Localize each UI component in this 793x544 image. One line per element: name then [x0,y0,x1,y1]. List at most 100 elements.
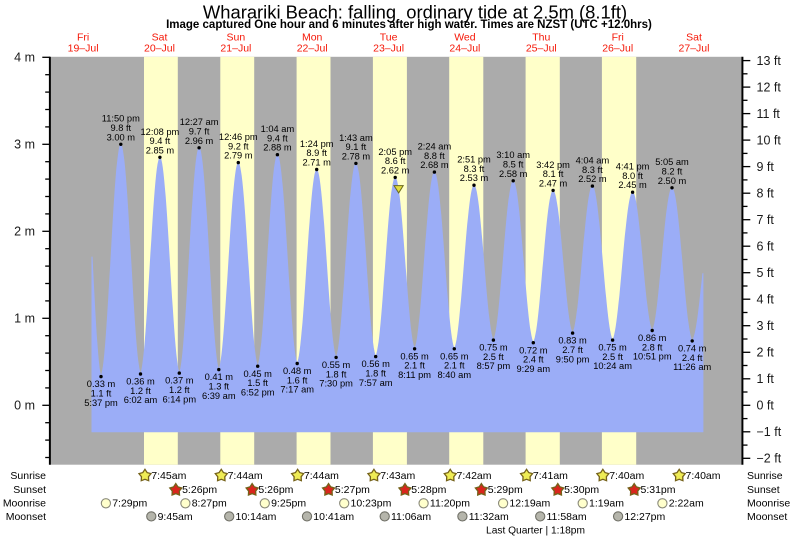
svg-text:Sunset: Sunset [13,484,46,496]
svg-text:10 ft: 10 ft [757,133,782,147]
svg-text:8 ft: 8 ft [757,186,775,200]
svg-text:0.55 m: 0.55 m [322,360,351,370]
svg-text:9 ft: 9 ft [757,160,775,174]
svg-text:2.62 m: 2.62 m [381,165,410,175]
svg-text:2.78 m: 2.78 m [342,151,371,161]
svg-text:7:43am: 7:43am [380,470,415,482]
svg-text:3:10 am: 3:10 am [496,150,530,160]
svg-text:7:40am: 7:40am [609,470,644,482]
svg-text:8:40 am: 8:40 am [438,370,472,380]
svg-text:9:29 am: 9:29 am [517,364,551,374]
svg-text:8.1 ft: 8.1 ft [543,169,564,179]
svg-text:10:24 am: 10:24 am [593,361,632,371]
svg-text:2.5 ft: 2.5 ft [602,352,623,362]
svg-text:4 m: 4 m [14,51,35,65]
svg-text:0.65 m: 0.65 m [440,351,469,361]
svg-text:2.50 m: 2.50 m [658,176,687,186]
svg-text:2.8 ft: 2.8 ft [642,342,663,352]
svg-text:2.7 ft: 2.7 ft [562,345,583,355]
svg-text:22–Jul: 22–Jul [297,43,328,55]
svg-text:8.3 ft: 8.3 ft [464,164,485,174]
svg-text:19–Jul: 19–Jul [68,43,99,55]
svg-text:Fri: Fri [77,32,89,44]
svg-text:7 ft: 7 ft [757,213,775,227]
svg-text:0.83 m: 0.83 m [558,336,587,346]
svg-text:−1 ft: −1 ft [757,425,782,439]
svg-text:Image captured One hour and 6: Image captured One hour and 6 minutes af… [166,19,652,31]
svg-text:6 ft: 6 ft [757,239,775,253]
svg-text:10:14am: 10:14am [236,511,277,523]
svg-text:Moonset: Moonset [747,511,787,523]
svg-text:1 ft: 1 ft [757,372,775,386]
svg-text:6:02 am: 6:02 am [124,395,158,405]
svg-text:Last Quarter | 1:18pm: Last Quarter | 1:18pm [486,526,585,537]
svg-text:Sunset: Sunset [747,484,780,496]
svg-text:10:23pm: 10:23pm [351,498,392,510]
svg-text:Moonset: Moonset [6,511,46,523]
svg-text:0.37 m: 0.37 m [165,376,194,386]
svg-text:1.1 ft: 1.1 ft [91,389,112,399]
svg-text:Sat: Sat [686,32,702,44]
svg-text:11:58am: 11:58am [547,511,587,523]
svg-text:7:29pm: 7:29pm [112,498,147,510]
svg-text:1:24 pm: 1:24 pm [300,139,334,149]
svg-text:1.6 ft: 1.6 ft [287,375,308,385]
svg-text:6:14 pm: 6:14 pm [163,394,197,404]
svg-text:Mon: Mon [302,32,323,44]
svg-text:8:11 pm: 8:11 pm [398,370,431,380]
svg-text:6:39 am: 6:39 am [202,391,236,401]
svg-text:0.65 m: 0.65 m [400,351,429,361]
svg-text:10:41am: 10:41am [313,511,354,523]
svg-text:2:51 pm: 2:51 pm [457,155,491,165]
svg-text:1.2 ft: 1.2 ft [130,386,151,396]
svg-text:2.53 m: 2.53 m [460,173,489,183]
svg-text:1:04 am: 1:04 am [261,124,295,134]
svg-text:11 ft: 11 ft [757,107,781,121]
svg-text:7:42am: 7:42am [457,470,492,482]
svg-text:Sat: Sat [152,32,168,44]
svg-text:2:22am: 2:22am [669,498,704,510]
svg-text:5:27pm: 5:27pm [335,484,370,496]
svg-text:7:41am: 7:41am [533,470,568,482]
svg-text:23–Jul: 23–Jul [373,43,404,55]
svg-text:3 m: 3 m [14,138,35,152]
svg-text:2.5 ft: 2.5 ft [483,352,504,362]
svg-text:0.48 m: 0.48 m [283,366,312,376]
svg-text:Moonrise: Moonrise [747,498,790,510]
svg-text:25–Jul: 25–Jul [526,43,557,55]
svg-text:2.85 m: 2.85 m [146,145,175,155]
svg-text:0.74 m: 0.74 m [678,344,707,354]
svg-text:0.33 m: 0.33 m [87,379,116,389]
svg-text:3 ft: 3 ft [757,319,775,333]
svg-text:0.75 m: 0.75 m [598,343,627,353]
svg-text:11:50 pm: 11:50 pm [102,114,140,124]
svg-text:8.6 ft: 8.6 ft [385,156,406,166]
svg-text:4 ft: 4 ft [757,292,775,306]
svg-text:1.2 ft: 1.2 ft [169,385,190,395]
svg-text:8.3 ft: 8.3 ft [582,165,603,175]
svg-text:2.88 m: 2.88 m [263,143,292,153]
svg-text:8.9 ft: 8.9 ft [306,148,327,158]
svg-text:5:26pm: 5:26pm [258,484,293,496]
svg-text:2.58 m: 2.58 m [499,169,528,179]
svg-text:2.52 m: 2.52 m [578,174,607,184]
svg-text:2.68 m: 2.68 m [420,160,449,170]
svg-text:3.00 m: 3.00 m [107,132,136,142]
svg-text:8.0 ft: 8.0 ft [622,171,643,181]
svg-text:8.2 ft: 8.2 ft [662,167,683,177]
svg-text:5:26pm: 5:26pm [182,484,217,496]
svg-text:0 m: 0 m [14,399,35,413]
svg-text:11:20pm: 11:20pm [430,498,470,510]
svg-text:7:44am: 7:44am [228,470,263,482]
svg-text:2:24 am: 2:24 am [418,142,452,152]
svg-text:11:26 am: 11:26 am [673,362,711,372]
svg-text:0.36 m: 0.36 m [126,377,155,387]
svg-text:2 m: 2 m [14,225,35,239]
svg-text:12:19am: 12:19am [509,498,550,510]
svg-text:9:45am: 9:45am [158,511,193,523]
svg-text:Tue: Tue [380,32,398,44]
svg-text:2.45 m: 2.45 m [618,180,647,190]
svg-text:26–Jul: 26–Jul [602,43,633,55]
svg-text:5:30pm: 5:30pm [564,484,599,496]
svg-text:−2 ft: −2 ft [757,452,782,466]
